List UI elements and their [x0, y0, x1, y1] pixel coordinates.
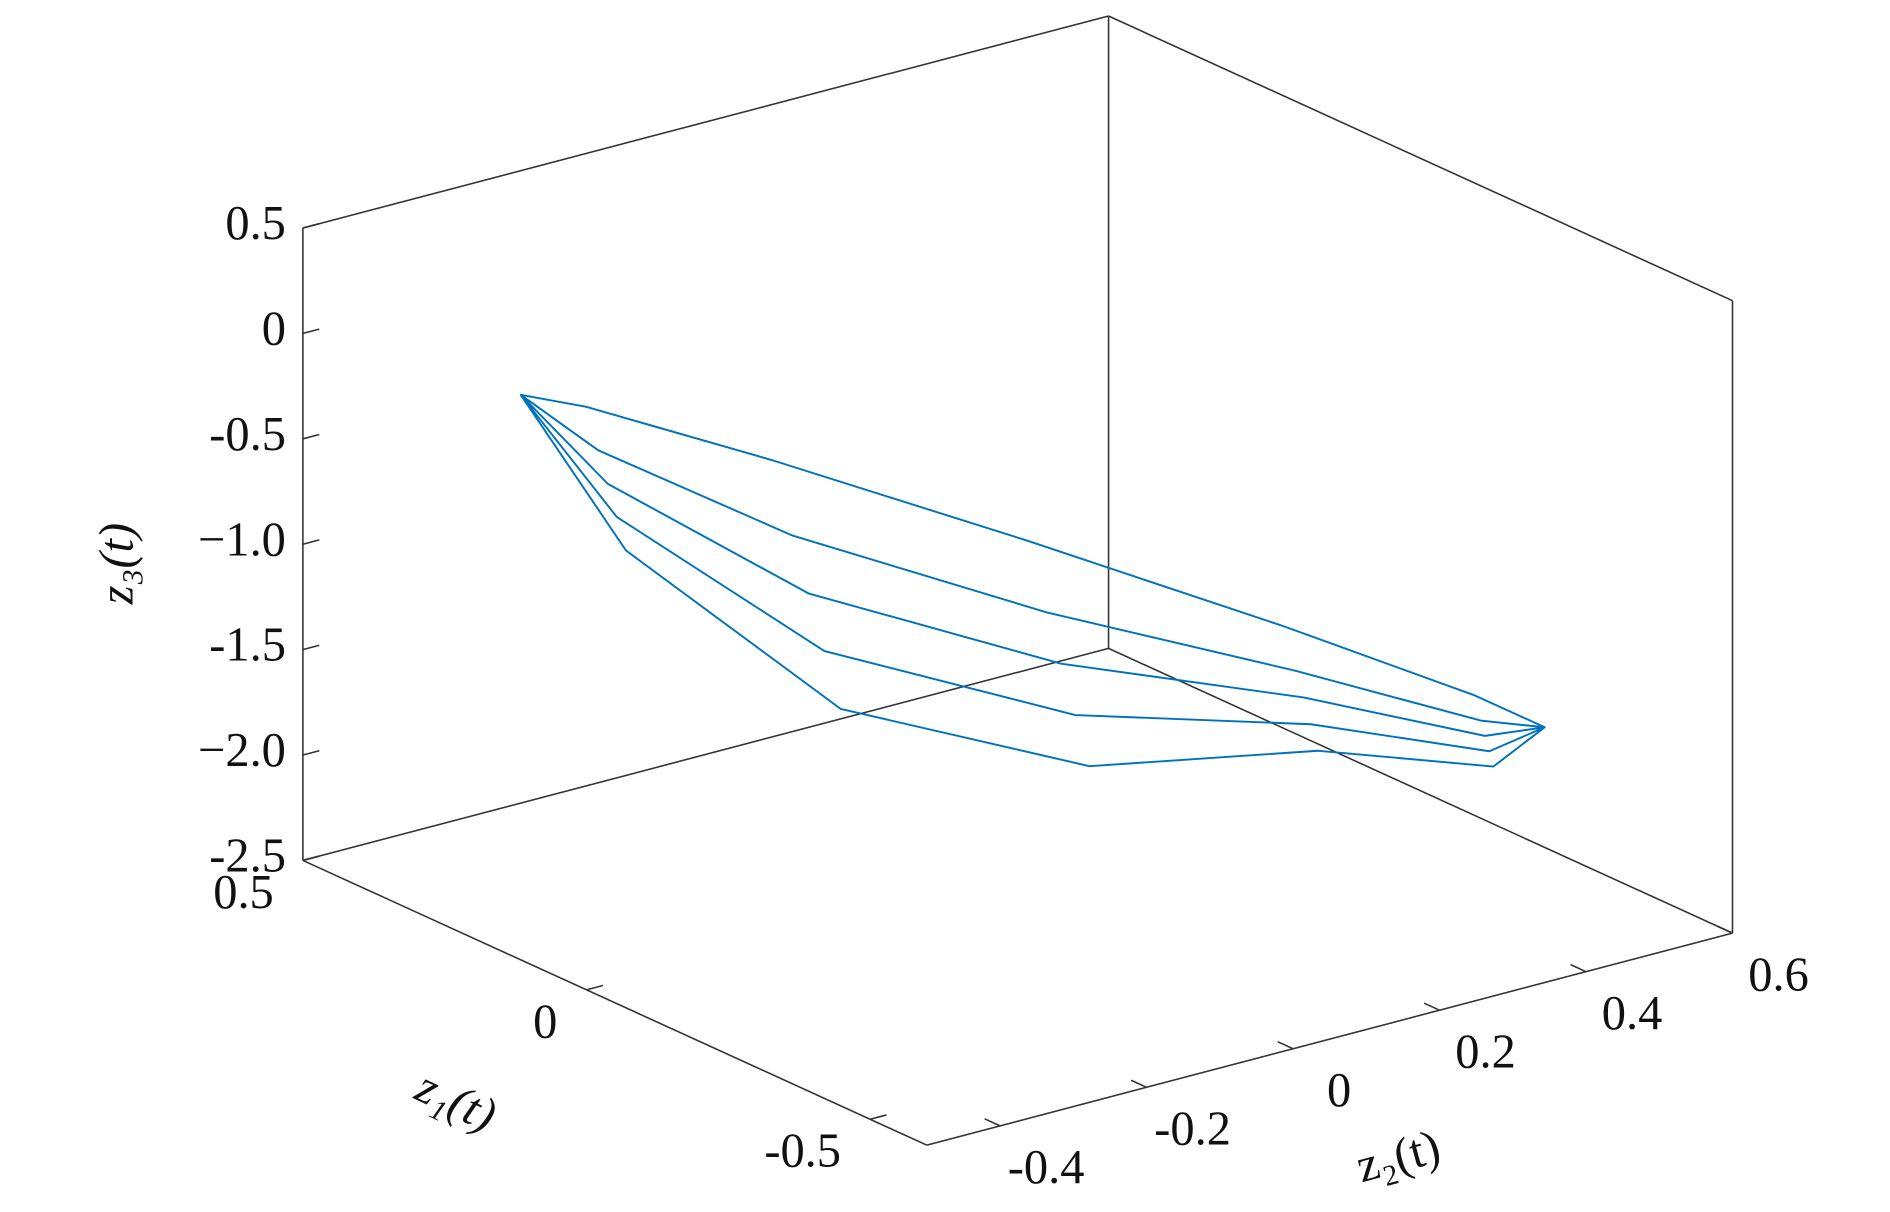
x-axis-label: z₁(t)	[407, 1060, 504, 1143]
y-tick	[1130, 1079, 1147, 1089]
z-tick-label: -0.5	[209, 408, 286, 461]
x-tick	[586, 984, 604, 991]
back-edge	[1108, 15, 1733, 302]
x-axis-line	[302, 859, 928, 1146]
y-tick-label: -0.4	[1008, 1141, 1085, 1194]
y-tick-label: 0	[1327, 1064, 1351, 1117]
y-tick-label: 0.4	[1602, 987, 1663, 1040]
z-tick-label: -1.5	[209, 619, 286, 672]
y-tick-label: 0.2	[1455, 1025, 1516, 1078]
z-tick-label: 0.5	[225, 197, 286, 250]
y-tick	[1277, 1041, 1294, 1050]
y-tick	[1570, 963, 1587, 973]
z-tick	[302, 749, 320, 756]
y-tick	[1423, 1002, 1440, 1011]
z-tick-label: −1.0	[198, 513, 286, 566]
back-edge	[302, 647, 1109, 862]
z-tick-label: 0	[262, 303, 286, 356]
z-tick	[302, 328, 320, 335]
y-tick	[1716, 925, 1733, 934]
z-tick	[302, 644, 320, 651]
y-axis-line	[926, 932, 1733, 1146]
back-edge	[1108, 647, 1733, 934]
z-axis-label: z₃(t)	[90, 523, 143, 605]
x-tick-label: -0.5	[764, 1125, 841, 1178]
x-tick	[302, 855, 320, 862]
y-tick-label: 0.6	[1748, 948, 1809, 1001]
x-tick-label: 0	[533, 995, 557, 1048]
z-tick-label: -2.5	[209, 830, 286, 883]
z-tick-label: −2.0	[198, 724, 286, 777]
x-tick-label: 0.5	[213, 866, 274, 919]
trajectory	[519, 393, 1546, 768]
z-tick	[302, 433, 320, 440]
z-tick	[302, 539, 320, 545]
back-edge	[302, 15, 1109, 229]
y-axis-label: z₂(t)	[1351, 1120, 1446, 1193]
y-tick-label: -0.2	[1154, 1102, 1231, 1155]
z-tick	[302, 222, 320, 229]
x-tick	[869, 1114, 887, 1121]
y-tick	[984, 1118, 1001, 1127]
